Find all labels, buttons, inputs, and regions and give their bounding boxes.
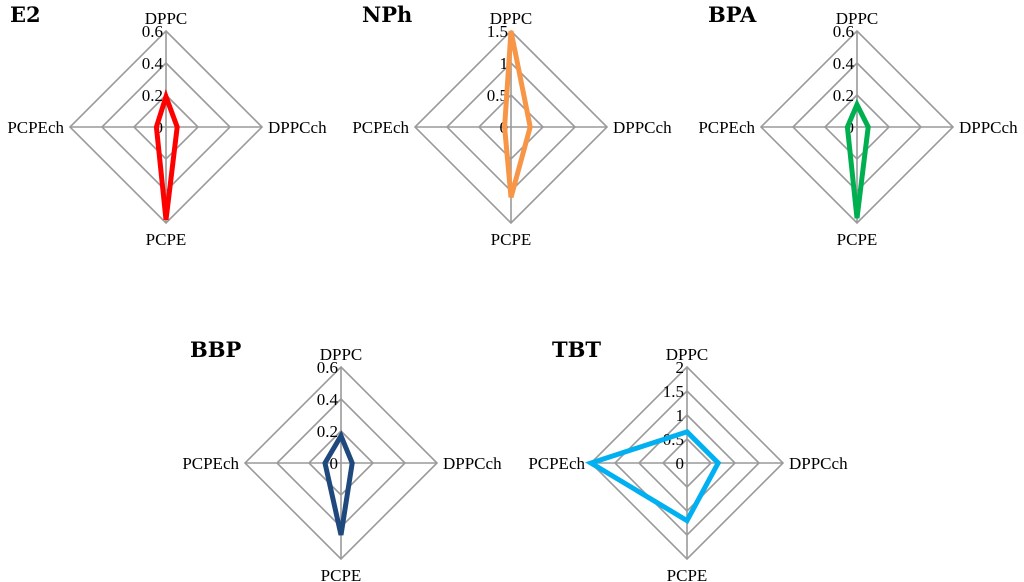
axis-label-pcpe: PCPE [491, 230, 532, 249]
axis-label-dppcch: DPPCch [959, 118, 1018, 137]
tick-label: 0 [676, 454, 685, 473]
tick-label: 0.6 [317, 358, 338, 377]
axis-label-dppcch: DPPCch [443, 454, 502, 473]
series-polygon [585, 428, 722, 525]
panel-title: BPA [708, 2, 757, 27]
tick-label: 0 [330, 454, 339, 473]
radar-series [502, 30, 533, 199]
tick-label: 1 [676, 406, 685, 425]
tick-label: 0.6 [833, 22, 854, 41]
radar-grid [759, 29, 955, 225]
series-polygon [844, 98, 871, 219]
panel-title: NPh [362, 2, 412, 27]
radar-grid [68, 29, 264, 225]
radar-panel-bbp: BBP 0 0.2 0.4 0.6 DPPC DPPCch PCPE PCPEch [182, 337, 502, 582]
panel-title: E2 [10, 2, 41, 27]
radar-series [322, 430, 355, 536]
radar-axis-labels: DPPC DPPCch PCPE PCPEch [352, 9, 672, 249]
tick-label: 0.4 [142, 54, 164, 73]
panel-title: BBP [190, 337, 241, 362]
tick-label: 0.2 [317, 422, 338, 441]
panel-title: TBT [552, 337, 601, 362]
axis-label-dppc: DPPC [666, 345, 709, 364]
axis-label-pcpe: PCPE [837, 230, 878, 249]
axis-label-pcpech: PCPEch [182, 454, 239, 473]
radar-series [585, 428, 722, 525]
radar-axis-labels: DPPC DPPCch PCPE PCPEch [7, 9, 327, 249]
tick-label: 0.6 [142, 22, 163, 41]
axis-label-dppc: DPPC [320, 345, 363, 364]
radar-axis-labels: DPPC DPPCch PCPE PCPEch [182, 345, 502, 582]
tick-label: 1.5 [663, 382, 684, 401]
tick-label: 1 [500, 54, 509, 73]
axis-label-pcpe: PCPE [667, 566, 708, 582]
axis-label-dppc: DPPC [490, 9, 533, 28]
tick-label: 0.2 [833, 86, 854, 105]
radar-tick-labels: 0 0.2 0.4 0.6 [317, 358, 339, 473]
axis-label-dppcch: DPPCch [613, 118, 672, 137]
radar-series [153, 88, 180, 221]
axis-label-pcpech: PCPEch [352, 118, 409, 137]
axis-label-pcpech: PCPEch [528, 454, 585, 473]
tick-label: 0.4 [833, 54, 855, 73]
series-polygon [153, 88, 180, 221]
tick-label: 1.5 [487, 22, 508, 41]
axis-label-dppcch: DPPCch [268, 118, 327, 137]
axis-label-pcpech: PCPEch [7, 118, 64, 137]
tick-label: 2 [676, 358, 685, 377]
radar-axis-labels: DPPC DPPCch PCPE PCPEch [698, 9, 1018, 249]
radar-series [844, 98, 871, 219]
axis-label-dppc: DPPC [836, 9, 879, 28]
radar-axis-labels: DPPC DPPCch PCPE PCPEch [528, 345, 848, 582]
tick-label: 0.5 [487, 86, 508, 105]
tick-label: 0.2 [142, 86, 163, 105]
axis-label-pcpe: PCPE [146, 230, 187, 249]
radar-tick-labels: 00.511.52 [663, 358, 684, 473]
axis-label-pcpe: PCPE [321, 566, 362, 582]
series-polygon [322, 430, 355, 536]
tick-label: 0.4 [317, 390, 339, 409]
axis-label-dppc: DPPC [145, 9, 188, 28]
axis-label-pcpech: PCPEch [698, 118, 755, 137]
axis-label-dppcch: DPPCch [789, 454, 848, 473]
series-polygon [502, 30, 533, 199]
radar-grid [589, 365, 785, 561]
